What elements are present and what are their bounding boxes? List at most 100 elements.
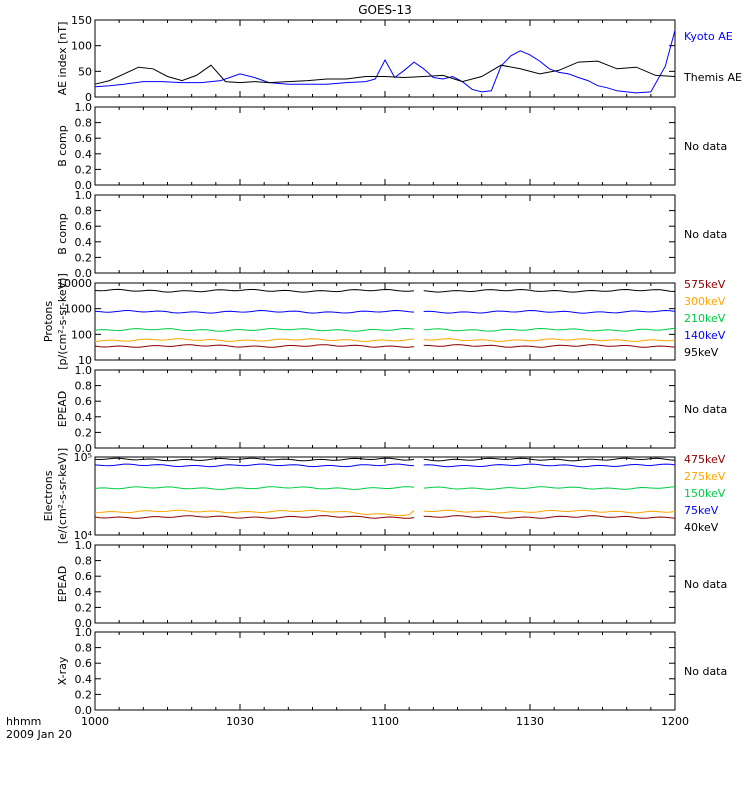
y-tick-label: 0.4	[75, 586, 93, 599]
panel-frame-epead-2	[94, 544, 676, 624]
y-tick-label: 1.0	[75, 364, 93, 377]
legend-label: 475keV	[684, 453, 726, 466]
no-data-label: No data	[684, 140, 727, 153]
y-tick-label: 1.0	[75, 189, 93, 202]
y-tick-label: 0.8	[75, 205, 93, 218]
panel-frame-electrons	[94, 456, 676, 536]
panel-frame-b-comp-1	[94, 106, 676, 186]
series-line-40kev	[423, 457, 676, 462]
series-line-575kev	[94, 344, 415, 348]
no-data-label: No data	[684, 403, 727, 416]
y-tick-label: 0.0	[75, 179, 93, 192]
no-data-label: No data	[684, 578, 727, 591]
series-line-275kev	[423, 509, 676, 514]
series-line-95kev	[423, 288, 676, 293]
series-line-575kev	[423, 344, 676, 348]
panel-frame-epead-1	[94, 369, 676, 449]
series-line-40kev	[94, 457, 415, 462]
legend-label: 140keV	[684, 329, 726, 342]
series-line-150kev	[94, 486, 415, 490]
panel-frame-ae	[94, 19, 676, 98]
y-tick-label: 0.4	[75, 148, 93, 161]
date-label: 2009 Jan 20	[6, 728, 72, 741]
y-tick-label: 1.0	[75, 539, 93, 552]
x-tick-label: 1200	[661, 715, 689, 728]
series-line-themis-ae	[94, 60, 676, 85]
panel-frame-b-comp-2	[94, 194, 676, 274]
y-tick-label: 0.2	[75, 251, 93, 264]
y-tick-label: 0.2	[75, 688, 93, 701]
series-line-150kev	[423, 486, 676, 490]
y-tick-label: 0	[85, 91, 92, 104]
y-axis-label: AE index [nT]	[56, 22, 69, 96]
y-tick-label: 0.8	[75, 380, 93, 393]
y-axis-label: EPEAD	[56, 391, 69, 428]
legend-label: 40keV	[684, 521, 719, 534]
series-line-75kev	[94, 463, 415, 468]
y-tick-label: 0.2	[75, 601, 93, 614]
legend-label: 210keV	[684, 312, 726, 325]
y-tick-label: 0.0	[75, 267, 93, 280]
y-tick-label: 1.0	[75, 626, 93, 639]
y-tick-label: 0.0	[75, 442, 93, 455]
y-tick-label: 1000	[64, 303, 92, 316]
y-tick-label: 10⁴	[74, 529, 93, 542]
y-tick-label: 0.6	[75, 132, 93, 145]
legend-label: Themis AE	[683, 71, 742, 84]
y-axis-label: Electrons	[42, 470, 55, 521]
series-line-95kev	[94, 288, 415, 293]
time-axis-label: hhmm	[6, 715, 41, 728]
legend-label: 275keV	[684, 470, 726, 483]
series-line-275kev	[94, 509, 415, 517]
y-axis-unit-label: [e/(cm²-s-sr-keV)]	[56, 448, 69, 544]
y-tick-label: 10	[78, 354, 92, 367]
series-line-kyoto-ae	[94, 30, 676, 94]
y-tick-label: 0.0	[75, 704, 93, 717]
series-line-300kev	[94, 338, 415, 342]
y-tick-label: 10⁵	[74, 451, 92, 464]
x-tick-label: 1100	[371, 715, 399, 728]
y-tick-label: 0.6	[75, 395, 93, 408]
y-tick-label: 0.4	[75, 411, 93, 424]
y-tick-label: 0.0	[75, 617, 93, 630]
panel-frame-xray	[94, 631, 676, 711]
legend-label: 95keV	[684, 346, 719, 359]
series-line-140kev	[94, 309, 415, 314]
no-data-label: No data	[684, 228, 727, 241]
series-line-300kev	[423, 338, 676, 342]
y-tick-label: 0.8	[75, 555, 93, 568]
y-axis-label: X-ray	[56, 656, 69, 685]
y-tick-label: 0.4	[75, 236, 93, 249]
legend-label: 575keV	[684, 278, 726, 291]
y-axis-label: B comp	[56, 213, 69, 255]
series-line-75kev	[423, 463, 676, 468]
legend-label: Kyoto AE	[684, 30, 733, 43]
series-line-475kev	[94, 515, 415, 519]
y-tick-label: 0.2	[75, 163, 93, 176]
panel-frame-protons	[94, 282, 676, 361]
y-tick-label: 0.8	[75, 642, 93, 655]
y-tick-label: 0.6	[75, 220, 93, 233]
legend-label: 150keV	[684, 487, 726, 500]
y-tick-label: 0.6	[75, 570, 93, 583]
x-tick-label: 1130	[516, 715, 544, 728]
y-axis-label: B comp	[56, 125, 69, 167]
y-tick-label: 50	[78, 65, 92, 78]
series-line-210kev	[423, 327, 676, 332]
y-axis-unit-label: [p/(cm²-s-sr-keV)]	[56, 273, 69, 370]
y-tick-label: 100	[71, 328, 92, 341]
legend-label: 75keV	[684, 504, 719, 517]
series-line-210kev	[94, 327, 415, 332]
y-tick-label: 10000	[57, 277, 92, 290]
y-tick-label: 0.8	[75, 117, 93, 130]
series-line-140kev	[423, 309, 676, 314]
series-line-475kev	[423, 515, 676, 519]
y-tick-label: 0.6	[75, 657, 93, 670]
y-tick-label: 0.2	[75, 426, 93, 439]
x-tick-label: 1030	[226, 715, 254, 728]
y-tick-label: 0.4	[75, 673, 93, 686]
chart-title: GOES-13	[358, 3, 412, 17]
legend-label: 300keV	[684, 295, 726, 308]
y-tick-label: 100	[71, 40, 92, 53]
